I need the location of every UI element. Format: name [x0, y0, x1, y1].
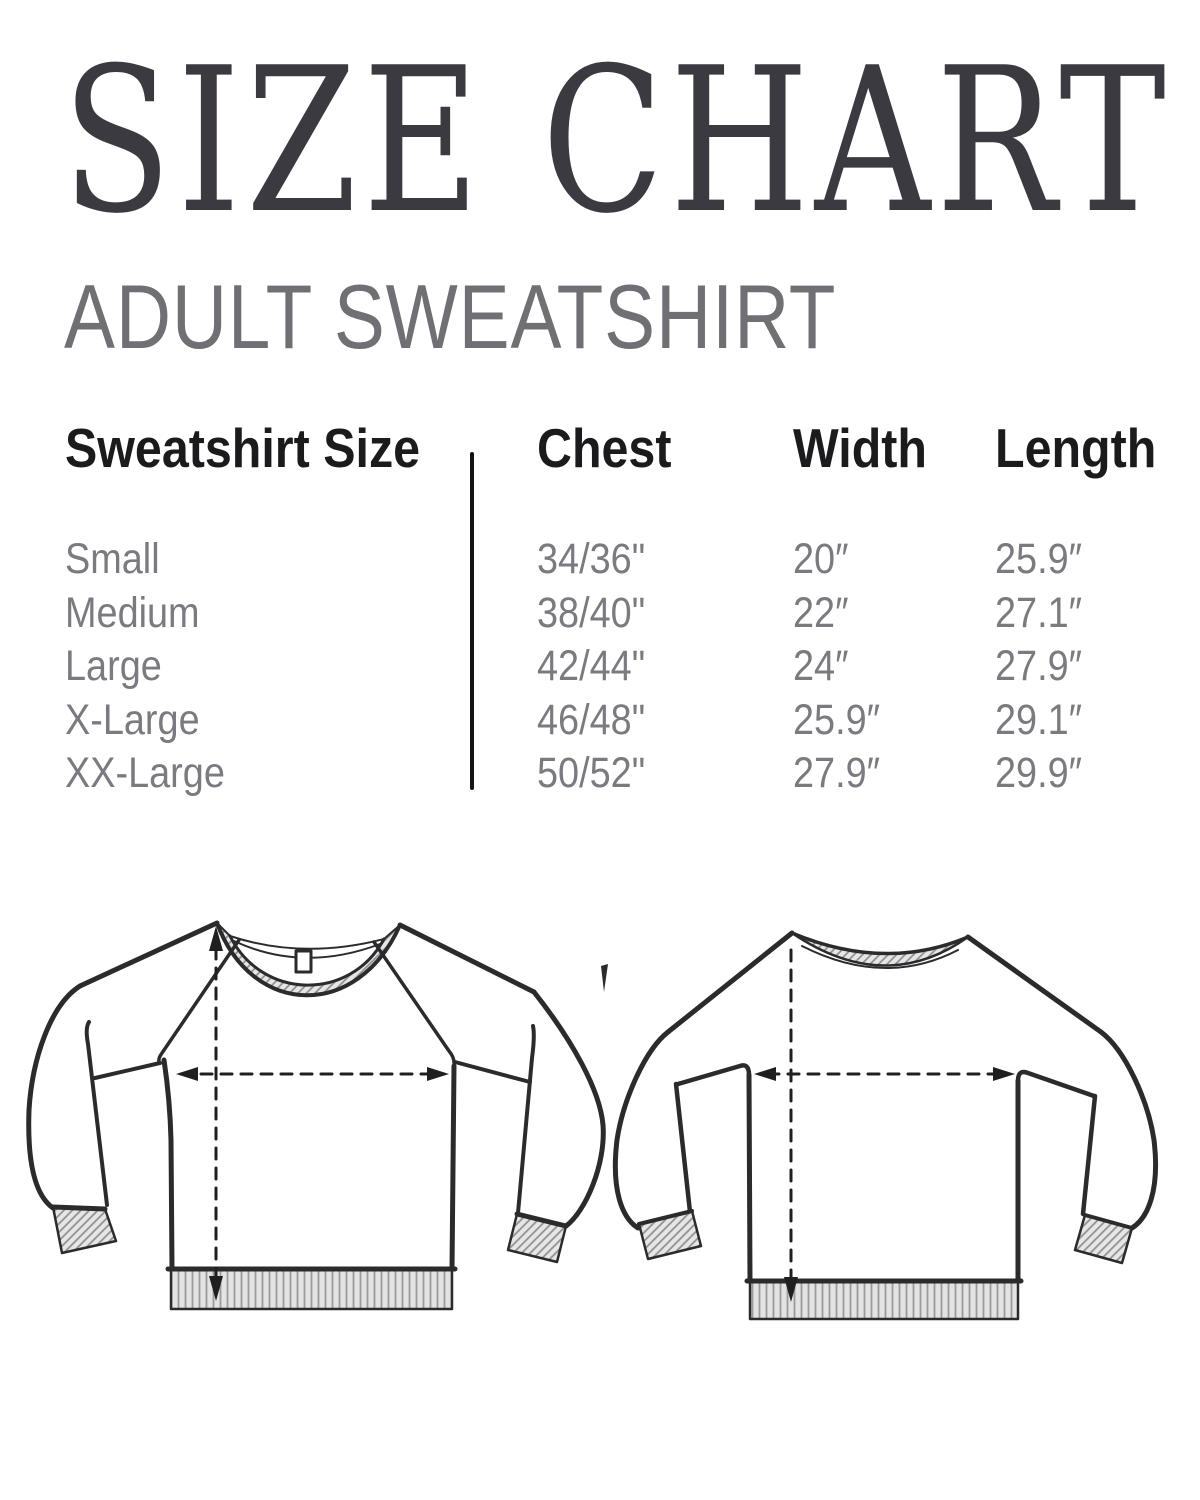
- width-value: 24″: [793, 642, 849, 690]
- front-body-side-left: [161, 1057, 175, 1272]
- front-raglan-seam-left: [157, 938, 241, 1065]
- chest-value: 34/36": [537, 535, 646, 583]
- arrow-right-icon: [427, 1067, 449, 1081]
- arrow-left-icon: [176, 1067, 198, 1081]
- width-value: 25.9″: [793, 695, 881, 744]
- length-value: 27.1″: [995, 588, 1083, 637]
- sweatshirt-diagrams: [0, 880, 1200, 1380]
- front-length-measure-line: [209, 926, 223, 1301]
- chest-value: 50/52": [537, 749, 646, 797]
- subtitle: ADULT SWEATSHIRT: [64, 267, 837, 368]
- arrow-down-icon: [784, 1277, 798, 1302]
- front-body-side-right: [449, 1063, 457, 1272]
- length-value: 29.1″: [995, 695, 1083, 744]
- size-label: Small: [65, 535, 160, 583]
- back-cuffs: [637, 1209, 1134, 1265]
- column-header-length: Length: [995, 417, 1157, 479]
- length-value: 27.9″: [995, 642, 1083, 690]
- column-header-chest: Chest: [537, 417, 672, 479]
- back-underarm-right: [1015, 1069, 1097, 1099]
- sweatshirt-back-diagram: [612, 930, 1159, 1321]
- size-label: XX-Large: [65, 749, 225, 797]
- back-collar: [790, 931, 970, 970]
- front-hem-band: [165, 1266, 458, 1311]
- chest-value: 46/48": [537, 695, 646, 744]
- back-width-measure-line: [754, 1067, 1015, 1081]
- front-cuffs: [50, 1204, 569, 1264]
- length-value: 29.9″: [995, 749, 1083, 797]
- front-cuff-left: [51, 1205, 118, 1255]
- stray-mark: [601, 964, 608, 992]
- width-value: 22″: [793, 588, 849, 637]
- front-body-outline: [26, 920, 606, 1272]
- page-title: SIZE CHART: [62, 25, 1172, 258]
- back-sleeve-inner-left: [673, 1081, 693, 1215]
- table-divider: [470, 452, 474, 790]
- front-width-measure-line: [176, 1067, 449, 1081]
- chest-value: 42/44": [537, 642, 646, 690]
- front-raglan-seam-right: [372, 940, 456, 1068]
- size-table-rows: Small 34/36" 20″ 25.9″ Medium 38/40" 22″…: [0, 533, 1200, 801]
- front-sleeve-inner-left: [84, 1020, 109, 1207]
- back-sleeve-inner-right: [1080, 1093, 1098, 1217]
- length-value: 25.9″: [995, 535, 1083, 583]
- arrow-down-icon: [209, 1276, 223, 1301]
- sweatshirt-diagrams-svg: [26, 920, 1159, 1321]
- chest-value: 38/40": [537, 588, 646, 637]
- collar-tag: [294, 949, 313, 974]
- size-label: Medium: [65, 588, 200, 637]
- size-label: X-Large: [65, 695, 200, 744]
- front-collar: [215, 921, 402, 998]
- column-header-size: Sweatshirt Size: [65, 417, 421, 479]
- back-length-measure-line: [784, 948, 798, 1302]
- width-value: 20″: [793, 535, 849, 583]
- back-cuff-right: [1073, 1213, 1134, 1265]
- back-underarm-left: [675, 1063, 752, 1087]
- sweatshirt-front-diagram: [26, 920, 606, 1311]
- arrow-left-icon: [754, 1067, 776, 1081]
- front-underarm-left: [93, 1061, 162, 1080]
- size-table-header: Sweatshirt Size Chest Width Length: [0, 421, 1200, 476]
- back-body-outline: [612, 930, 1159, 1284]
- front-underarm-right: [453, 1060, 532, 1084]
- back-body-side-left: [746, 1072, 753, 1284]
- front-sleeve-inner-right: [516, 1024, 536, 1215]
- column-header-width: Width: [793, 417, 927, 479]
- size-label: Large: [65, 642, 162, 690]
- width-value: 27.9″: [793, 749, 881, 797]
- arrow-right-icon: [993, 1067, 1015, 1081]
- arrow-up-icon: [209, 926, 223, 951]
